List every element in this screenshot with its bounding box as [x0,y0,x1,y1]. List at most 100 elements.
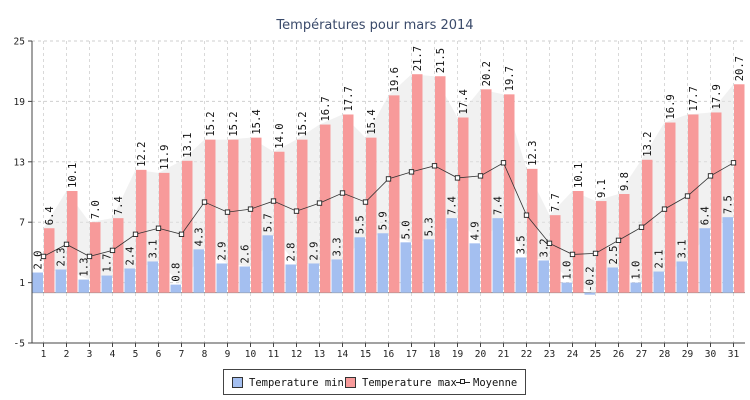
data-label-min: 3.3 [332,237,344,256]
data-label-min: 6.4 [700,206,712,225]
data-label-min: 5.3 [424,217,436,236]
data-label-max: 16.7 [320,96,332,121]
data-label-max: 9.1 [596,179,608,198]
data-label-min: 2.3 [56,248,68,267]
data-label-max: 13.2 [642,131,654,156]
average-marker [293,208,300,214]
x-tick-label: 28 [659,349,671,360]
average-marker [40,253,47,260]
average-marker [500,160,507,166]
bar-max [412,74,423,293]
average-marker [431,163,438,169]
legend: Temperature min Temperature max Moyenne [223,369,526,395]
bar-max [734,84,745,293]
data-label-min: 2.8 [286,243,298,262]
bar-min [630,282,641,293]
x-tick-label: 16 [383,349,395,360]
data-label-min: 2.9 [217,242,229,261]
y-tick-label: 13 [14,157,25,168]
data-label-max: 15.2 [205,111,217,136]
x-tick-label: 12 [291,349,302,360]
data-label-min: 1.0 [631,261,643,280]
data-label-max: 15.2 [297,111,309,136]
bar-min [32,272,43,293]
x-tick-label: 1 [41,349,47,360]
data-label-min: 1.3 [79,258,91,277]
data-label-max: 10.1 [573,163,585,188]
data-label-max: 9.8 [619,172,631,191]
x-tick-label: 24 [567,349,579,360]
bar-max [711,112,722,293]
x-tick-label: 30 [705,349,717,360]
data-label-max: 19.7 [504,66,516,91]
bar-min [170,284,181,293]
bar-min [55,269,66,293]
legend-label-min: Temperature min [249,377,344,389]
average-marker [477,173,484,179]
x-tick-label: 10 [245,349,257,360]
x-tick-label: 6 [156,349,162,360]
bar-max [573,190,584,293]
average-marker [638,224,645,230]
average-marker [178,231,185,237]
data-label-max: 21.7 [412,46,424,71]
average-marker [109,247,116,254]
bar-max [343,114,354,293]
data-label-max: 7.0 [90,200,102,219]
bar-min [492,218,503,293]
bar-max [320,124,331,293]
bar-max [665,122,676,293]
average-marker [155,225,162,231]
average-marker [385,176,392,182]
bar-max [389,95,400,293]
average-marker [592,250,599,257]
x-tick-label: 8 [202,349,208,360]
average-marker [247,206,254,212]
x-tick-label: 31 [728,349,740,360]
average-marker [615,237,622,243]
average-marker [546,240,553,246]
legend-label-average: Moyenne [473,377,518,389]
data-label-min: 3.1 [677,239,689,258]
data-label-max: 17.4 [458,89,470,114]
bar-min [676,261,687,293]
x-tick-label: 23 [544,349,555,360]
data-label-max: 13.1 [182,132,194,157]
average-marker [63,241,70,247]
bar-min [285,264,296,293]
average-line [40,160,737,260]
average-marker [661,206,668,212]
legend-swatch-max [345,377,356,388]
data-label-min: 5.5 [355,215,367,234]
x-tick-label: 5 [133,349,139,360]
data-label-max: 19.6 [389,67,401,92]
y-tick-label: 25 [14,37,25,48]
data-label-max: 12.3 [527,141,539,166]
data-label-min: 2.0 [33,251,45,270]
bar-min [607,267,618,293]
x-tick-label: 9 [225,349,231,360]
bar-max [642,159,653,293]
x-tick-label: 2 [64,349,70,360]
average-marker [316,200,323,206]
x-tick-label: 4 [110,349,116,360]
data-label-min: 1.0 [562,261,574,280]
data-label-min: 3.2 [539,238,551,257]
average-marker [339,190,346,196]
bar-max [67,190,78,293]
average-marker [523,212,530,218]
legend-swatch-min [232,377,243,388]
data-label-min: 2.1 [654,250,666,269]
data-label-min: -0.2 [585,266,597,291]
data-label-max: 16.9 [665,94,677,119]
bar-min [722,217,733,293]
bar-max [90,222,101,293]
average-marker [684,193,691,199]
bar-max [136,169,147,293]
bar-max [435,76,446,293]
bar-max [274,151,285,293]
bar-min [216,263,227,293]
legend-marker-icon [460,379,465,384]
bar-min [147,261,158,293]
